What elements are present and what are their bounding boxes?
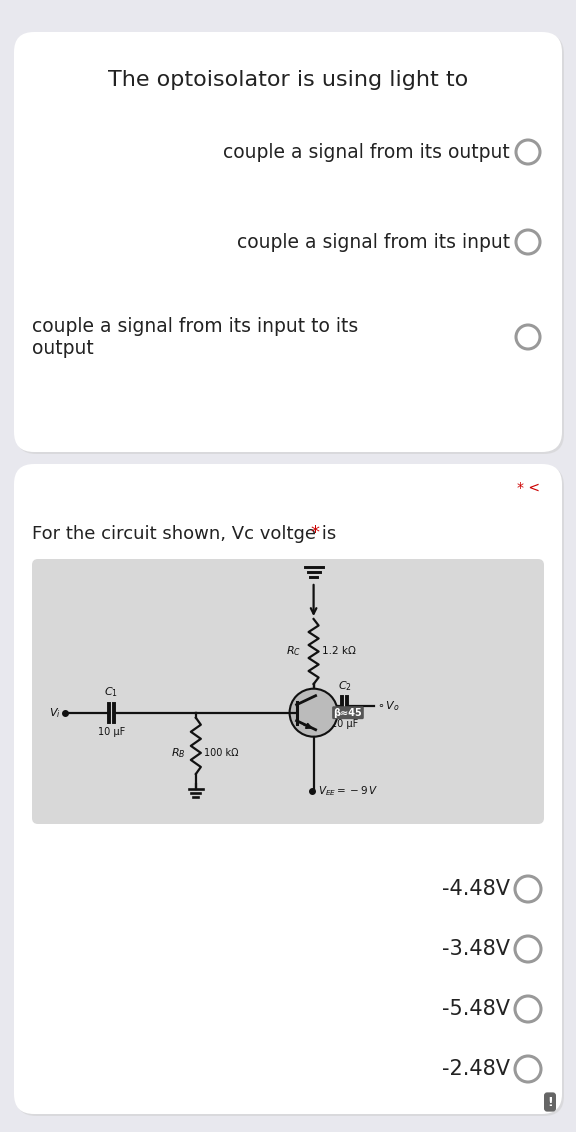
Text: output: output [32,338,94,358]
Text: The optoisolator is using light to: The optoisolator is using light to [108,70,468,91]
FancyBboxPatch shape [14,32,562,452]
Text: *: * [310,524,319,542]
FancyBboxPatch shape [32,559,544,824]
Text: !: ! [547,1096,553,1108]
Text: -5.48V: -5.48V [442,1000,510,1019]
Text: couple a signal from its input to its: couple a signal from its input to its [32,317,358,335]
Text: $\circ\,V_o$: $\circ\,V_o$ [377,700,399,713]
Circle shape [290,688,338,737]
FancyBboxPatch shape [16,466,564,1116]
Text: * <: * < [517,481,540,495]
Text: $C_1$: $C_1$ [104,685,119,698]
Text: 100 kΩ: 100 kΩ [204,748,238,758]
Text: β≈45: β≈45 [334,708,362,718]
Text: 10 μF: 10 μF [331,719,358,729]
FancyBboxPatch shape [16,34,564,454]
Text: -2.48V: -2.48V [442,1060,510,1079]
Text: couple a signal from its output: couple a signal from its output [223,143,510,162]
Text: couple a signal from its input: couple a signal from its input [237,232,510,251]
Text: -3.48V: -3.48V [442,940,510,959]
Text: $V_{EE}=-9\,V$: $V_{EE}=-9\,V$ [317,784,378,798]
Text: -4.48V: -4.48V [442,880,510,899]
Text: $R_B$: $R_B$ [171,746,186,761]
Text: 1.2 kΩ: 1.2 kΩ [321,646,355,657]
Text: For the circuit shown, Vc voltge is: For the circuit shown, Vc voltge is [32,525,336,543]
Text: $V_i$: $V_i$ [50,705,61,720]
Text: $C_2$: $C_2$ [338,679,351,693]
FancyBboxPatch shape [14,464,562,1114]
Text: $R_C$: $R_C$ [286,644,302,659]
Text: 10 μF: 10 μF [98,727,125,737]
